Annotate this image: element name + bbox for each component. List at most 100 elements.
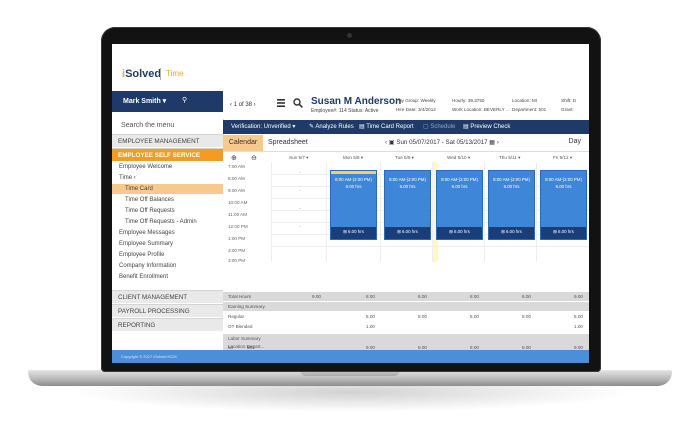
row-label: Earning Summary: [228, 304, 265, 309]
ot-value: 1.00: [574, 324, 583, 329]
employee-pager[interactable]: ‹ 1 of 38 ›: [230, 102, 256, 108]
shift-footer-hours: ⊞ 6.00 hrs: [501, 229, 522, 234]
preview-check-button[interactable]: ▤ Preview Check: [463, 124, 511, 130]
work-location: Work Location: BEVERLY ...: [452, 107, 510, 112]
brand-bar: iSolved Time: [112, 44, 589, 91]
menu-search-input[interactable]: Search the menu: [121, 122, 175, 129]
labor-value: 8.00: [418, 345, 427, 350]
day-view-button[interactable]: Day: [568, 138, 581, 145]
shift-hours: 6.00 hrs: [555, 184, 572, 189]
row-label: Location Depart...: [228, 344, 265, 349]
time-label: 9:00 AM: [228, 188, 245, 193]
menu-reporting[interactable]: REPORTING: [112, 318, 223, 331]
day-header-mon[interactable]: Mon 5/8 ▾: [343, 155, 364, 160]
employee-name: Susan M Anderson: [311, 96, 402, 107]
schedule-button[interactable]: ▢ Schedule: [423, 124, 456, 130]
day-header-wed[interactable]: Wed 5/10 ▾: [447, 155, 471, 160]
labor-value: 8.00: [522, 345, 531, 350]
total-hours-value: 8.00: [470, 294, 479, 299]
grid-column-line: [484, 162, 485, 262]
laptop-base: [28, 370, 672, 386]
zoom-out-icon[interactable]: ⊖: [251, 155, 257, 162]
module-name: Time: [166, 69, 184, 78]
total-hours-value: 8.00: [522, 294, 531, 299]
shift-footer: [437, 227, 482, 239]
row-label: Labor Summary: [228, 336, 261, 341]
menu-employee-self-service[interactable]: EMPLOYEE SELF SERVICE: [112, 148, 223, 161]
shift-block-bar: [331, 171, 376, 174]
list-icon[interactable]: [277, 99, 285, 107]
grid-line: [271, 246, 589, 247]
day-header-thu[interactable]: Thu 5/11 ▾: [499, 155, 521, 160]
regular-value: 8.00: [470, 314, 479, 319]
week-date-range[interactable]: ‹ ▣ Sun 05/07/2017 - Sat 05/13/2017 ▦ ›: [385, 139, 499, 146]
zoom-in-icon[interactable]: ⊕: [231, 155, 237, 162]
time-label: 11:00 AM: [228, 212, 248, 217]
menu-time-off-requests[interactable]: Time Off Requests: [125, 208, 175, 214]
shift: Shift: D: [561, 98, 577, 103]
pin-icon[interactable]: ⚲: [182, 97, 188, 104]
day-header-fri[interactable]: Fri 5/12 ▾: [553, 155, 573, 160]
row-label: Regular: [228, 314, 245, 319]
shift-footer: [541, 227, 586, 239]
employee-header: ‹ 1 of 38 › Susan M Anderson Employee#: …: [223, 91, 589, 119]
menu-client-management[interactable]: CLIENT MANAGEMENT: [112, 290, 223, 303]
grid-column-line: [380, 162, 381, 262]
grid-column-line: [536, 162, 537, 262]
shift-hours: 6.00 hrs: [451, 184, 468, 189]
total-hours-value: 8.00: [366, 294, 375, 299]
user-menu[interactable]: Mark Smith ▾ ⚲: [112, 91, 223, 112]
shift-block-mon[interactable]: 8:00 AM-(2:00 PM) 6.00 hrs ⊞ 6.00 hrs: [330, 170, 377, 240]
shift-hours: 6.00 hrs: [503, 184, 520, 189]
day-header-sun[interactable]: Sun 5/7 ▾: [289, 155, 309, 160]
shift-time: 8:00 AM-(2:00 PM): [335, 177, 372, 182]
day-header-tue[interactable]: Tue 5/9 ▾: [395, 155, 414, 160]
menu-payroll-processing[interactable]: PAYROLL PROCESSING: [112, 304, 223, 317]
tab-spreadsheet[interactable]: Spreadsheet: [268, 139, 308, 146]
analyze-rules-button[interactable]: ✎ Analyze Rules: [309, 124, 354, 130]
time-label: 12:00 PM: [228, 224, 248, 229]
location-dept-header: Location Depart...: [223, 342, 589, 350]
shift-block-thu[interactable]: 8:00 AM-(2:00 PM) 6.00 hrs ⊞ 6.00 hrs: [488, 170, 535, 240]
total-hours-value: 9.00: [312, 294, 321, 299]
menu-employee-welcome[interactable]: Employee Welcome: [119, 164, 173, 170]
total-hours-row: Total Hours 9.00 8.00 8.00 8.00 8.00 9.0…: [223, 292, 589, 301]
employee-number-status: Employee#: 114 Status: Active: [311, 108, 379, 114]
time-label: 7:00 AM: [228, 164, 245, 169]
time-label: 8:00 AM: [228, 176, 245, 181]
menu-time-off-requests-admin[interactable]: Time Off Requests - Admin: [125, 219, 197, 225]
menu-benefit-enrollment[interactable]: Benefit Enrollment: [119, 274, 169, 278]
user-name[interactable]: Mark Smith ▾: [123, 98, 167, 105]
menu-time-card[interactable]: Time Card: [112, 184, 223, 194]
logo-separator: [160, 68, 161, 80]
labor-dept: 501: [247, 345, 255, 350]
search-icon[interactable]: [293, 98, 303, 108]
shift-time: 8:00 AM-(2:00 PM): [545, 177, 582, 182]
shift-block-wed[interactable]: 8:00 AM-(2:00 PM) 6.00 hrs ⊞ 6.00 hrs: [436, 170, 483, 240]
total-hours-value: 8.00: [418, 294, 427, 299]
menu-time[interactable]: Time ‹: [119, 175, 136, 181]
app-screen: iSolved Time Mark Smith ▾ ⚲ Search the m…: [112, 44, 589, 363]
shift-hours: 6.00 hrs: [399, 184, 416, 189]
ot-blended-row: OT Blended 1.00 1.00: [223, 322, 589, 331]
shift-footer-hours: ⊞ 6.00 hrs: [553, 229, 574, 234]
row-label: OT Blended: [228, 324, 253, 329]
location: Location: MI: [512, 98, 538, 103]
regular-value: 8.00: [522, 314, 531, 319]
labor-row: MI 501 9.00 8.00 8.00 8.00 9.00: [223, 345, 589, 350]
menu-employee-management[interactable]: EMPLOYEE MANAGEMENT: [112, 134, 223, 147]
menu-employee-messages[interactable]: Employee Messages: [119, 230, 175, 236]
shift-block-tue[interactable]: 8:00 AM-(2:00 PM) 6.00 hrs ⊞ 6.00 hrs: [384, 170, 431, 240]
verification-dropdown[interactable]: Verification: Unverified ▾: [231, 124, 296, 130]
time-card-report-button[interactable]: ▤ Time Card Report: [359, 124, 414, 130]
regular-row: Regular 8.00 8.00 8.00 8.00 8.00: [223, 312, 589, 321]
row-label: Total Hours: [228, 294, 252, 299]
menu-employee-profile[interactable]: Employee Profile: [119, 252, 165, 258]
shift-block-fri[interactable]: 8:00 AM-(2:00 PM) 6.00 hrs ⊞ 6.00 hrs: [540, 170, 587, 240]
shift-footer: [331, 227, 376, 239]
tab-calendar[interactable]: Calendar: [223, 135, 263, 151]
hire-date: Hire Date: 3/4/2012: [396, 107, 436, 112]
menu-employee-summary[interactable]: Employee Summary: [119, 241, 174, 247]
menu-time-off-balances[interactable]: Time Off Balances: [125, 197, 175, 203]
menu-company-information[interactable]: Company Information: [119, 263, 177, 269]
